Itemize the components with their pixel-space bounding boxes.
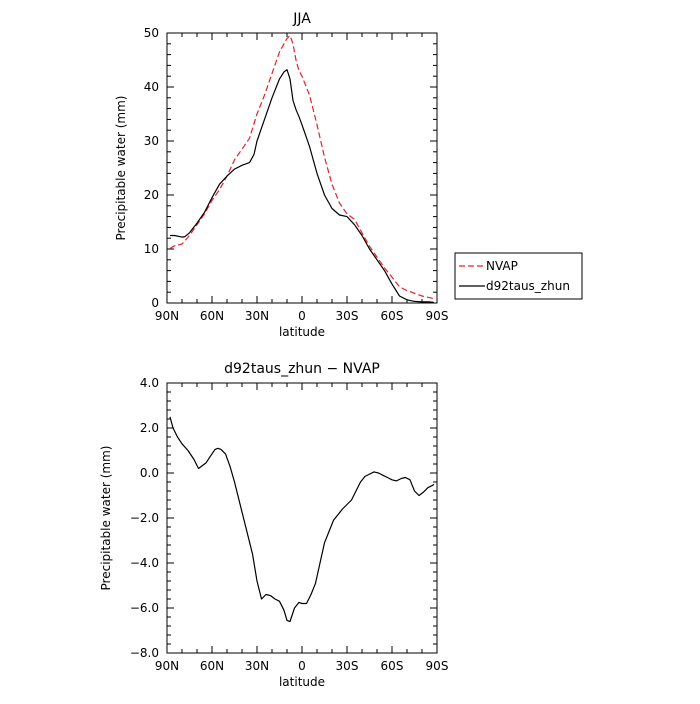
x-tick-label: 0 — [298, 309, 306, 323]
x-tick-label: 90N — [155, 309, 179, 323]
legend-label: NVAP — [486, 259, 518, 273]
x-tick-label: 30S — [336, 659, 359, 673]
x-tick-label: 0 — [298, 659, 306, 673]
y-tick-label: −6.0 — [130, 601, 159, 615]
y-tick-label: −2.0 — [130, 511, 159, 525]
y-tick-label: 30 — [144, 134, 159, 148]
x-tick-label: 60N — [200, 309, 224, 323]
y-tick-label: 50 — [144, 26, 159, 40]
x-axis-label: latitude — [279, 675, 325, 689]
y-tick-label: 10 — [144, 242, 159, 256]
x-tick-label: 90S — [426, 659, 449, 673]
chart-jja: JJA 90N 60N 30N 0 30S 60S 90S 0 10 20 30 40 50 latitud… — [114, 11, 583, 339]
y-tick-label: 0 — [151, 296, 159, 310]
plot-frame — [166, 382, 438, 654]
legend-box — [454, 252, 583, 300]
x-tick-label: 90N — [155, 659, 179, 673]
y-axis-label: Precipitable water (mm) — [114, 96, 128, 241]
y-tick-label: 20 — [144, 188, 159, 202]
x-tick-label: 30N — [245, 659, 269, 673]
x-tick-label: 30N — [245, 309, 269, 323]
legend-label: d92taus_zhun — [486, 279, 570, 293]
series-line-d92taus-zhun — [170, 69, 435, 304]
x-tick-label: 60S — [381, 309, 404, 323]
series-line-0 — [169, 416, 435, 623]
y-axis-label: Precipitable water (mm) — [99, 446, 113, 591]
series-line-nvap — [169, 35, 435, 300]
plot-frame — [166, 32, 438, 304]
y-tick-label: 4.0 — [140, 376, 159, 390]
chart-title: d92taus_zhun − NVAP — [224, 361, 380, 377]
y-tick-label: 2.0 — [140, 421, 159, 435]
x-tick-label: 60S — [381, 659, 404, 673]
x-tick-label: 60N — [200, 659, 224, 673]
x-axis-label: latitude — [279, 325, 325, 339]
x-tick-label: 30S — [336, 309, 359, 323]
chart-title: JJA — [292, 11, 311, 27]
y-tick-label: 40 — [144, 80, 159, 94]
x-tick-label: 90S — [426, 309, 449, 323]
chart-difference: d92taus_zhun − NVAP 90N 60N 30N 0 30S 60S 90S −8… — [99, 361, 448, 689]
y-tick-label: −4.0 — [130, 556, 159, 570]
y-tick-label: −8.0 — [130, 646, 159, 660]
y-tick-label: 0.0 — [140, 466, 159, 480]
